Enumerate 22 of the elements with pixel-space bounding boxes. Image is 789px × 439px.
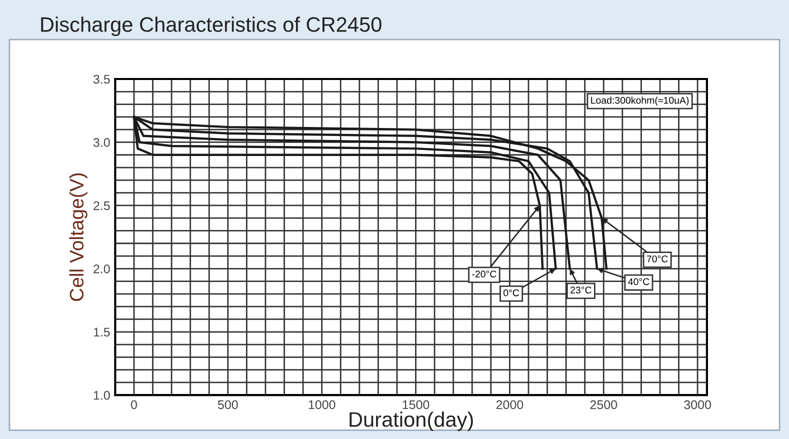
x-tick-label: 500 [218,400,238,410]
x-tick-label: 2000 [496,400,524,410]
annotation: 70°C [646,255,668,262]
annotation: 40°C [628,278,650,286]
y-tick-label: 1.0 [94,390,110,400]
y-tick-label: 3.5 [93,74,110,84]
x-tick-label: 0 [130,400,137,410]
annotation: -20°C [472,270,496,278]
annotation: Load:300kohm(≈10uA) [591,96,689,106]
x-tick-label: 1000 [308,400,336,410]
y-axis-title: Cell Voltage(V) [69,173,88,301]
y-tick-label: 2.0 [94,264,110,274]
y-tick-label: 3.0 [93,138,110,147]
x-axis-title: Duration(day) [350,412,473,432]
annotation: 0°C [503,289,520,296]
chart-title: Discharge Characteristics of CR2450 [41,16,382,36]
y-tick-label: 2.5 [94,201,110,210]
x-tick-label: 2500 [590,400,618,410]
y-tick-label: 1.5 [94,328,110,337]
x-tick-label: 1500 [402,400,430,410]
annotation: 23°C [570,286,592,294]
x-tick-label: 3000 [684,400,711,410]
